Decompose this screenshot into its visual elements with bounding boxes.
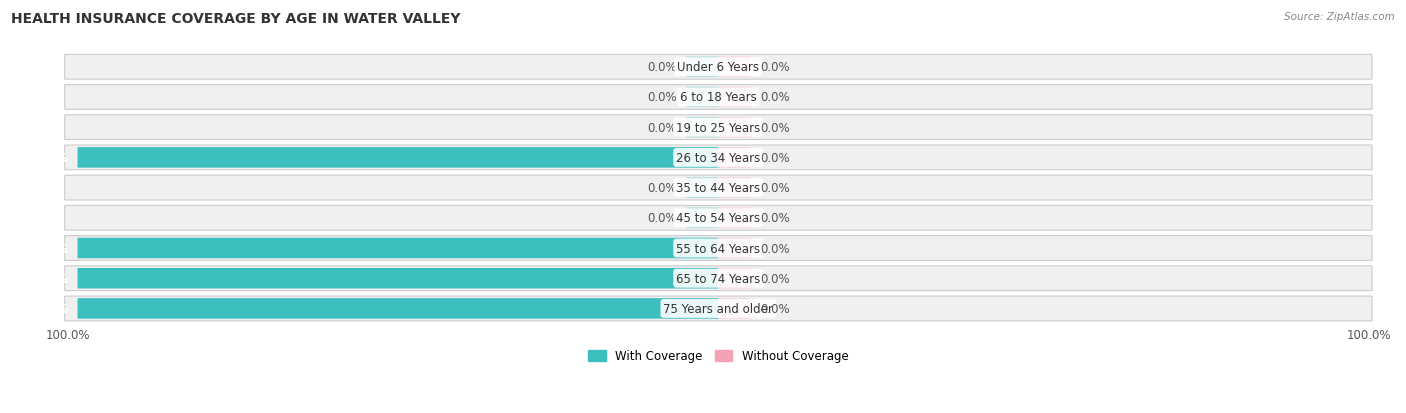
Text: 6 to 18 Years: 6 to 18 Years (681, 91, 756, 104)
Text: 0.0%: 0.0% (761, 121, 790, 134)
FancyBboxPatch shape (718, 148, 751, 168)
Text: Under 6 Years: Under 6 Years (678, 61, 759, 74)
Text: 0.0%: 0.0% (761, 302, 790, 315)
FancyBboxPatch shape (77, 238, 718, 259)
FancyBboxPatch shape (65, 146, 1372, 170)
Text: 0.0%: 0.0% (761, 182, 790, 195)
FancyBboxPatch shape (65, 206, 1372, 230)
FancyBboxPatch shape (65, 85, 1372, 110)
FancyBboxPatch shape (686, 118, 718, 138)
Text: 0.0%: 0.0% (761, 272, 790, 285)
FancyBboxPatch shape (686, 57, 718, 78)
Text: 19 to 25 Years: 19 to 25 Years (676, 121, 761, 134)
Text: 0.0%: 0.0% (761, 212, 790, 225)
FancyBboxPatch shape (65, 296, 1372, 321)
FancyBboxPatch shape (718, 299, 751, 319)
Text: 0.0%: 0.0% (761, 61, 790, 74)
Text: 0.0%: 0.0% (647, 121, 676, 134)
Text: Source: ZipAtlas.com: Source: ZipAtlas.com (1284, 12, 1395, 22)
FancyBboxPatch shape (65, 55, 1372, 80)
Legend: With Coverage, Without Coverage: With Coverage, Without Coverage (583, 345, 853, 367)
Text: 65 to 74 Years: 65 to 74 Years (676, 272, 761, 285)
Text: 75 Years and older: 75 Years and older (664, 302, 773, 315)
FancyBboxPatch shape (718, 118, 751, 138)
Text: 100.0%: 100.0% (20, 272, 67, 285)
FancyBboxPatch shape (77, 148, 718, 168)
FancyBboxPatch shape (65, 116, 1372, 140)
FancyBboxPatch shape (718, 57, 751, 78)
Text: 100.0%: 100.0% (46, 328, 90, 341)
Text: 0.0%: 0.0% (647, 91, 676, 104)
FancyBboxPatch shape (65, 176, 1372, 200)
Text: HEALTH INSURANCE COVERAGE BY AGE IN WATER VALLEY: HEALTH INSURANCE COVERAGE BY AGE IN WATE… (11, 12, 461, 26)
Text: 35 to 44 Years: 35 to 44 Years (676, 182, 761, 195)
Text: 0.0%: 0.0% (761, 91, 790, 104)
Text: 100.0%: 100.0% (20, 242, 67, 255)
FancyBboxPatch shape (718, 268, 751, 289)
FancyBboxPatch shape (65, 266, 1372, 291)
Text: 100.0%: 100.0% (20, 152, 67, 164)
Text: 55 to 64 Years: 55 to 64 Years (676, 242, 761, 255)
FancyBboxPatch shape (718, 88, 751, 108)
Text: 0.0%: 0.0% (647, 182, 676, 195)
Text: 45 to 54 Years: 45 to 54 Years (676, 212, 761, 225)
Text: 0.0%: 0.0% (761, 152, 790, 164)
Text: 0.0%: 0.0% (647, 212, 676, 225)
Text: 0.0%: 0.0% (647, 61, 676, 74)
Text: 100.0%: 100.0% (20, 302, 67, 315)
FancyBboxPatch shape (686, 178, 718, 198)
FancyBboxPatch shape (77, 268, 718, 289)
FancyBboxPatch shape (718, 178, 751, 198)
Text: 100.0%: 100.0% (1347, 328, 1391, 341)
FancyBboxPatch shape (718, 238, 751, 259)
FancyBboxPatch shape (686, 88, 718, 108)
Text: 26 to 34 Years: 26 to 34 Years (676, 152, 761, 164)
FancyBboxPatch shape (686, 208, 718, 228)
Text: 0.0%: 0.0% (761, 242, 790, 255)
FancyBboxPatch shape (77, 299, 718, 319)
FancyBboxPatch shape (65, 236, 1372, 261)
FancyBboxPatch shape (718, 208, 751, 228)
